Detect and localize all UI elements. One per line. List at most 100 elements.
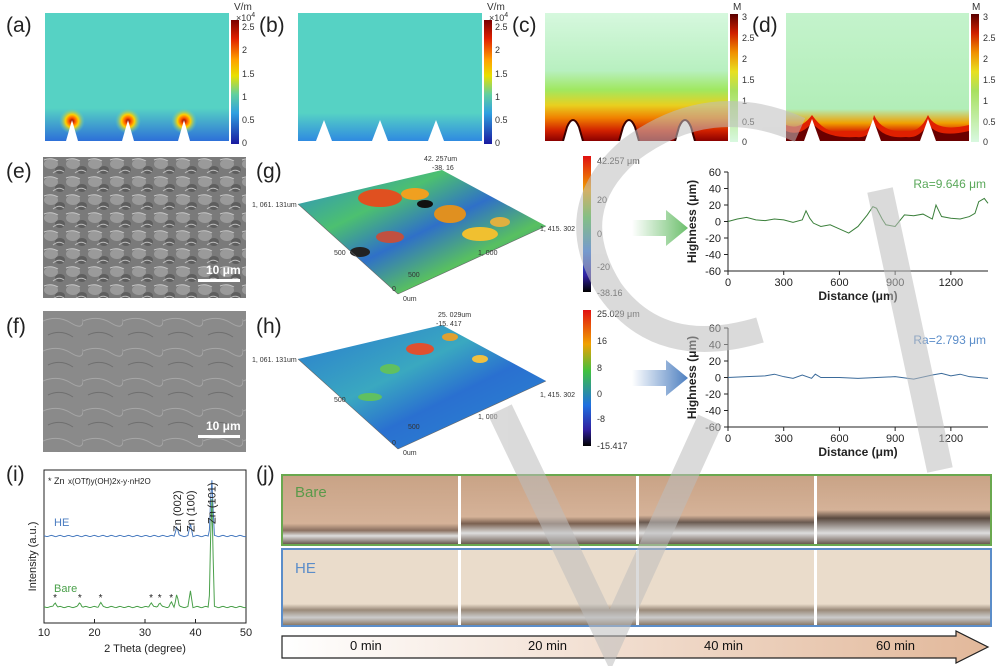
impurity-star: * xyxy=(53,593,57,604)
axis-label-g: 0um xyxy=(403,296,417,303)
panel-label-i: (i) xyxy=(6,463,25,486)
panel-label-j: (j) xyxy=(256,463,275,486)
panel-label-g: (g) xyxy=(256,160,282,183)
topo-tick-g: -38.16 xyxy=(597,288,623,298)
panel-label-h: (h) xyxy=(256,315,282,338)
axis-label-h: 0 xyxy=(392,440,396,447)
axis-label-g: 0 xyxy=(392,286,396,293)
topography-3d-he xyxy=(297,325,547,450)
panel-label-a: (a) xyxy=(6,14,32,37)
optical-row-bare: Bare xyxy=(281,474,992,546)
series-label-he: HE xyxy=(54,517,69,529)
topo-colorbar-h xyxy=(583,310,591,446)
sem-image-bare: 10 μm xyxy=(43,157,246,298)
series-line-he xyxy=(43,480,247,538)
axis-label-h: 1, 061. 131um xyxy=(252,357,297,364)
topo-tick-h: -8 xyxy=(597,414,606,424)
x-tick-label: 900 xyxy=(886,433,904,445)
concentration-simulation-c xyxy=(545,13,728,141)
xrd-chart: 10 20 30 40 50 2 Theta (degree) Intensity (a.u… xyxy=(27,469,252,655)
y-tick-label: 40 xyxy=(709,184,721,196)
conc-tick-d: 0.5 xyxy=(983,117,996,127)
field-unit-a: V/m xyxy=(234,2,252,13)
axis-label-h: 1, 415. 302 xyxy=(540,392,576,399)
conc-colorbar-c xyxy=(730,14,738,142)
x-tick-label: 900 xyxy=(886,277,904,289)
x-tick-label: 40 xyxy=(189,627,201,639)
field-tick-a: 0.5 xyxy=(242,115,255,125)
conc-tick-c: 2.5 xyxy=(742,33,755,43)
optical-frame-0 xyxy=(283,550,458,625)
series-line-he xyxy=(727,372,989,380)
series-line-bare xyxy=(727,197,989,234)
legend-formula: x(OTf)y(OH)2x-y·nH2O xyxy=(68,477,151,486)
y-tick-label: 60 xyxy=(709,167,721,179)
top-label-g: -38. 16 xyxy=(432,165,454,172)
frame-divider xyxy=(814,550,817,625)
x-axis-label: 2 Theta (degree) xyxy=(104,643,186,655)
panel-label-c: (c) xyxy=(512,14,537,37)
topography-3d-bare xyxy=(297,170,547,295)
x-axis-label: Distance (μm) xyxy=(818,289,897,303)
field-colorbar-a xyxy=(231,20,239,144)
topo-tick-h: -15.417 xyxy=(597,441,628,451)
profile-chart-bare: 60 40 20 0 -20 -40 -60 0 300 600 900 1200 Distance (… xyxy=(685,167,989,303)
y-tick-label: -20 xyxy=(705,389,721,401)
conc-unit-d: M xyxy=(972,2,981,13)
field-colorbar-b xyxy=(484,20,492,144)
sem-texture-he xyxy=(43,311,246,452)
y-tick-label: 60 xyxy=(709,323,721,335)
optical-frame-40 xyxy=(639,550,814,625)
y-tick-label: 20 xyxy=(709,356,721,368)
legend-note: * Zn xyxy=(48,476,65,486)
optical-frame-20 xyxy=(461,476,636,544)
field-tick-b: 0.5 xyxy=(495,115,508,125)
field-tick-b: 1.5 xyxy=(495,69,508,79)
conc-tick-d: 0 xyxy=(983,137,989,147)
frame-divider xyxy=(636,550,639,625)
y-axis-label: Highness (μm) xyxy=(685,180,699,263)
field-tick-a: 2.5 xyxy=(242,22,255,32)
topo-tick-g: 42.257 μm xyxy=(597,156,640,166)
scale-label-f: 10 μm xyxy=(206,419,241,433)
series-label-bare: Bare xyxy=(54,583,77,595)
conc-tick-c: 0 xyxy=(742,137,748,147)
optical-label-bare: Bare xyxy=(295,484,327,501)
y-tick-label: -40 xyxy=(705,250,721,262)
x-tick-label: 50 xyxy=(240,627,252,639)
profile-chart-he: 60 40 20 0 -20 -40 -60 0 300 600 900 1200 Distance (… xyxy=(685,323,989,459)
ra-annotation: Ra=2.793 μm xyxy=(913,333,986,347)
axis-label-h: 1, 000 xyxy=(478,414,498,421)
frame-divider xyxy=(458,550,461,625)
x-tick-label: 1200 xyxy=(939,433,963,445)
field-tick-a: 0 xyxy=(242,138,248,148)
impurity-star: * xyxy=(149,593,153,604)
conc-tick-d: 2 xyxy=(983,54,989,64)
y-axis-label: Highness (μm) xyxy=(685,336,699,419)
y-axis-label: Intensity (a.u.) xyxy=(27,522,39,592)
topo-tick-g: -20 xyxy=(597,262,611,272)
x-tick-label: 600 xyxy=(830,433,848,445)
time-label: 0 min xyxy=(350,638,382,653)
x-tick-label: 20 xyxy=(88,627,100,639)
y-tick-label: -20 xyxy=(705,233,721,245)
x-tick-label: 30 xyxy=(139,627,151,639)
frame-divider xyxy=(636,476,639,544)
topo-colorbar-g xyxy=(583,156,591,292)
peak-label: Zn (002) xyxy=(172,490,184,532)
y-tick-label: -60 xyxy=(705,422,721,434)
sem-image-he: 10 μm xyxy=(43,311,246,452)
axis-label-g: 500 xyxy=(334,250,346,257)
conc-tick-d: 3 xyxy=(983,12,989,22)
panel-label-e: (e) xyxy=(6,160,32,183)
conc-tick-d: 1.5 xyxy=(983,75,996,85)
optical-label-he: HE xyxy=(295,560,316,577)
impurity-star: * xyxy=(78,593,82,604)
axis-label-g: 500 xyxy=(408,272,420,279)
conc-unit-c: M xyxy=(733,2,742,13)
time-label: 60 min xyxy=(876,638,916,653)
y-tick-label: -60 xyxy=(705,266,721,278)
field-simulation-b xyxy=(298,13,482,141)
topo-tick-h: 25.029 μm xyxy=(597,309,640,319)
conc-tick-d: 1 xyxy=(983,96,989,106)
